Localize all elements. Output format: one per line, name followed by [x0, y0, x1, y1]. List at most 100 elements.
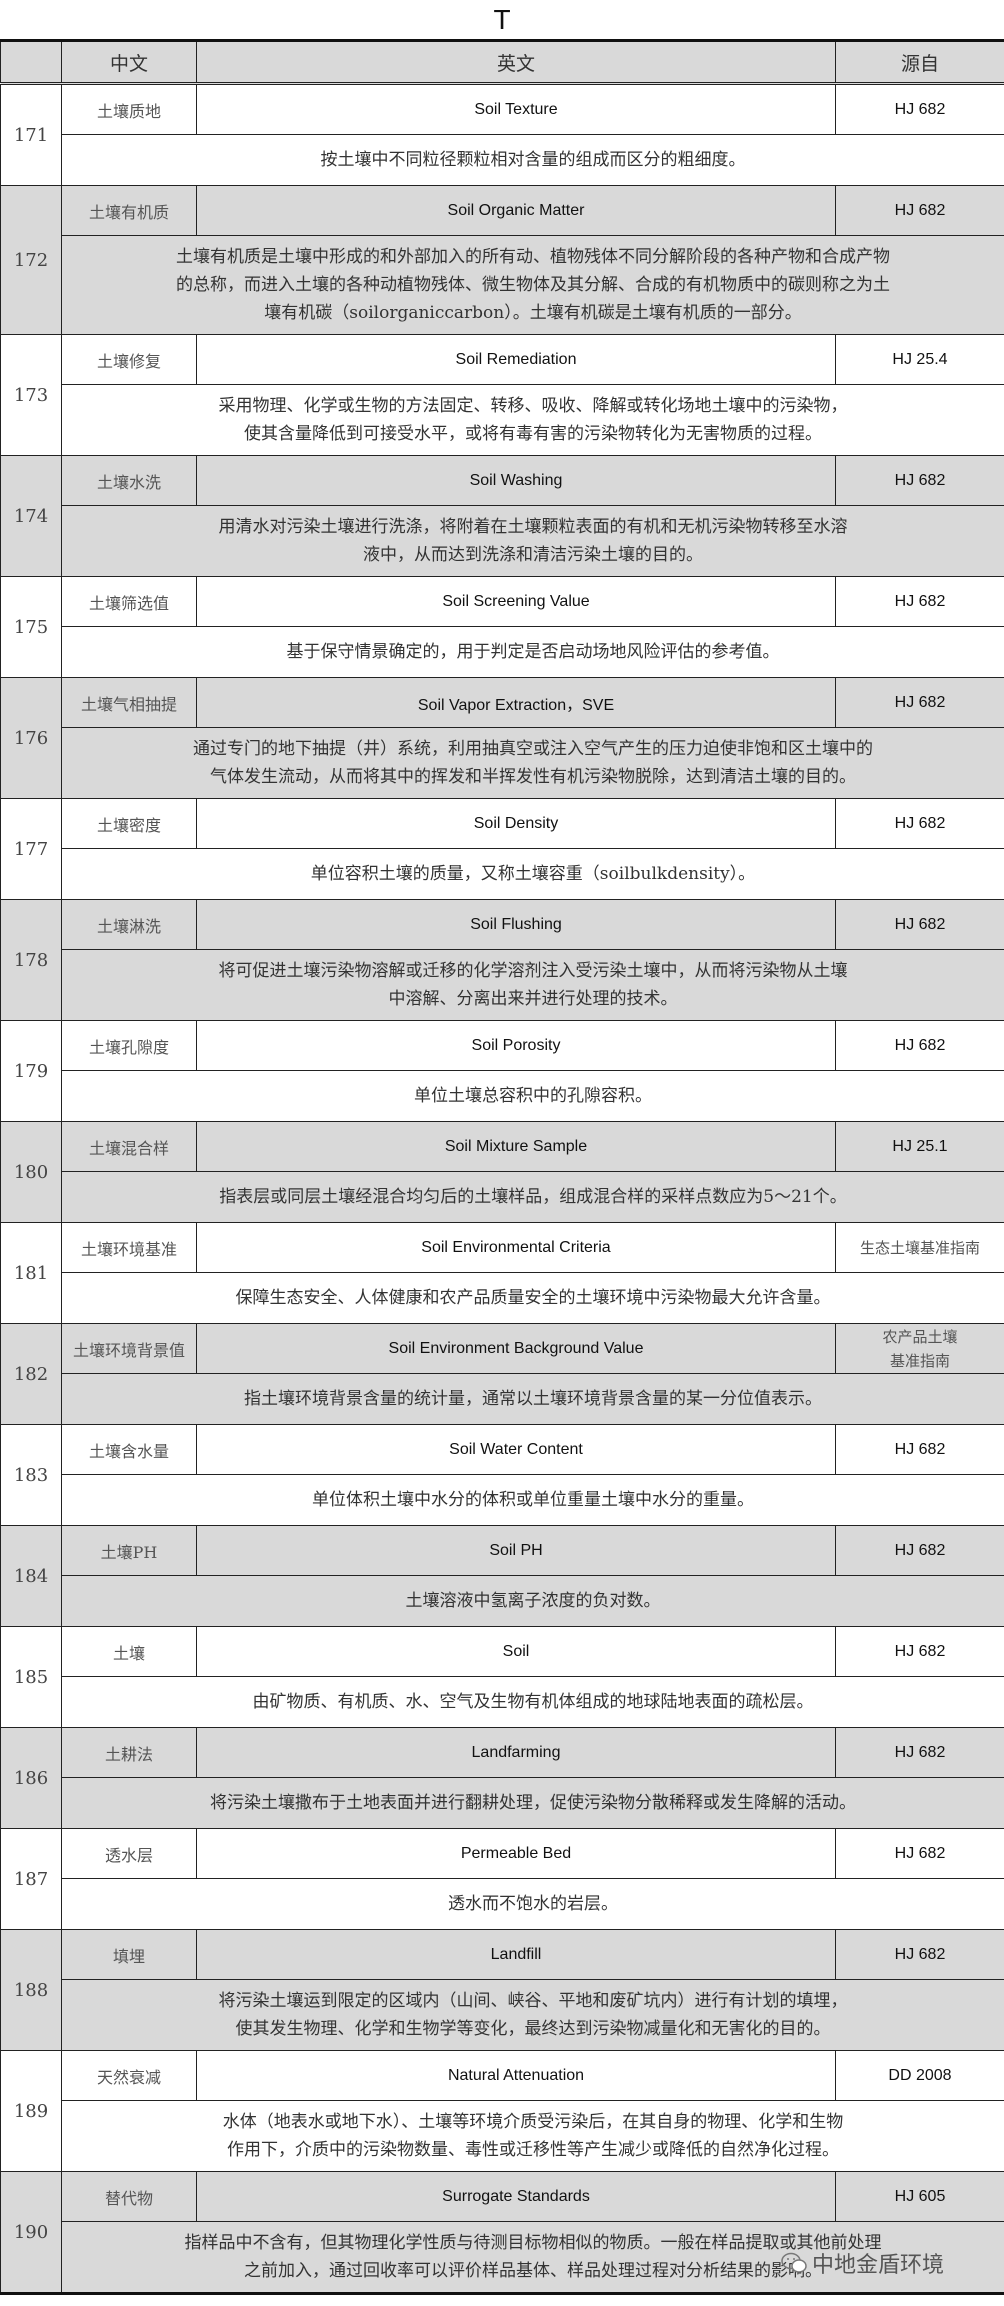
term-english: Surrogate Standards: [196, 2171, 836, 2222]
term-chinese: 土壤环境基准: [61, 1222, 197, 1273]
term-source: HJ 682: [835, 899, 1004, 950]
term-number: 176: [0, 677, 62, 799]
table-row: 187 透水层 Permeable Bed HJ 682: [0, 1828, 1004, 1930]
watermark-text: 中地金盾环境: [812, 2253, 945, 2278]
term-source: DD 2008: [835, 2050, 1004, 2101]
term-english: Soil Flushing: [196, 899, 836, 950]
definition-line: 用清水对污染土壤进行洗涤，将附着在土壤颗粒表面的有机和无机污染物转移至水溶: [218, 517, 848, 537]
term-definition: 指土壤环境背景含量的统计量，通常以土壤环境背景含量的某一分位值表示。: [61, 1373, 1004, 1425]
table-row: 186 土耕法 Landfarming HJ 682: [0, 1727, 1004, 1829]
definition-line: 壤有机碳（soilorganiccarbon）。土壤有机碳是土壤有机质的一部分。: [264, 303, 802, 323]
term-number: 178: [0, 899, 62, 1021]
table-row: 185 土壤 Soil HJ 682: [0, 1626, 1004, 1728]
term-chinese: 土壤气相抽提: [61, 677, 197, 728]
table-row: 180 土壤混合样 Soil Mixture Sample HJ 25.1: [0, 1121, 1004, 1223]
term-definition: 将污染土壤撒布于土地表面并进行翻耕处理，促使污染物分散稀释或发生降解的活动。: [61, 1777, 1004, 1829]
table-row: 175 土壤筛选值 Soil Screening Value HJ 682: [0, 576, 1004, 678]
term-english: Soil Washing: [196, 455, 836, 506]
table-row: 176 土壤气相抽提 Soil Vapor Extraction，SVE HJ 682: [0, 677, 1004, 799]
term-number: 184: [0, 1525, 62, 1627]
term-source: HJ 682: [835, 1525, 1004, 1576]
definition-line: 使其发生物理、化学和生物学等变化，最终达到污染物减量化和无害化的目的。: [235, 2019, 831, 2039]
term-definition: 土壤有机质是土壤中形成的和外部加入的所有动、植物残体不同分解阶段的各种产物和合成…: [61, 235, 1004, 335]
term-number: 182: [0, 1323, 62, 1425]
definition-row: 用清水对污染土壤进行洗涤，将附着在土壤颗粒表面的有机和无机污染物转移至水溶 液中，…: [1, 505, 1004, 577]
term-definition: 通过专门的地下抽提（井）系统，利用抽真空或注入空气产生的压力迫使非饱和区土壤中的…: [61, 727, 1004, 799]
header-chinese: 中文: [61, 40, 197, 85]
term-source: HJ 682: [835, 1424, 1004, 1475]
definition-row: 单位容积土壤的质量，又称土壤容重（soilbulkdensity）。: [1, 848, 1004, 900]
term-source: HJ 682: [835, 455, 1004, 506]
term-source: HJ 682: [835, 677, 1004, 728]
table-row: 178 土壤淋洗 Soil Flushing HJ 682: [0, 899, 1004, 1021]
term-definition: 水体（地表水或地下水）、土壤等环境介质受污染后，在其自身的物理、化学和生物 作用下…: [61, 2100, 1004, 2172]
term-number: 189: [0, 2050, 62, 2172]
definition-line: 通过专门的地下抽提（井）系统，利用抽真空或注入空气产生的压力迫使非饱和区土壤中的: [193, 739, 873, 759]
term-english: Soil Screening Value: [196, 576, 836, 627]
term-number: 180: [0, 1121, 62, 1223]
term-source: 农产品土壤 基准指南: [835, 1323, 1004, 1374]
definition-line: 将可促进土壤污染物溶解或迁移的化学溶剂注入受污染土壤中，从而将污染物从土壤: [218, 961, 848, 981]
term-english: Permeable Bed: [196, 1828, 836, 1879]
term-definition: 用清水对污染土壤进行洗涤，将附着在土壤颗粒表面的有机和无机污染物转移至水溶 液中，…: [61, 505, 1004, 577]
term-english: Soil Porosity: [196, 1020, 836, 1071]
term-definition: 单位容积土壤的质量，又称土壤容重（soilbulkdensity）。: [61, 848, 1004, 900]
definition-line: 气体发生流动，从而将其中的挥发和半挥发性有机污染物脱除，达到清洁土壤的目的。: [210, 767, 856, 787]
term-chinese: 替代物: [61, 2171, 197, 2222]
term-chinese: 土壤修复: [61, 334, 197, 385]
term-definition: 指样品中不含有，但其物理化学性质与待测目标物相似的物质。一般在样品提取或其他前处…: [61, 2221, 1004, 2294]
term-definition: 土壤溶液中氢离子浓度的负对数。: [61, 1575, 1004, 1627]
definition-row: 指表层或同层土壤经混合均匀后的土壤样品，组成混合样的采样点数应为5～21个。: [1, 1171, 1004, 1223]
definition-line: 按土壤中不同粒径颗粒相对含量的组成而区分的粗细度。: [320, 150, 746, 170]
definition-line: 液中，从而达到洗涤和清洁污染土壤的目的。: [363, 545, 703, 565]
term-definition: 基于保守情景确定的，用于判定是否启动场地风险评估的参考值。: [61, 626, 1004, 678]
term-number: 190: [0, 2171, 62, 2294]
definition-line: 之前加入，通过回收率可以评价样品基体、样品处理过程对分析结果的影响。: [244, 2261, 822, 2281]
definition-line: 保障生态安全、人体健康和农产品质量安全的土壤环境中污染物最大允许含量。: [235, 1288, 831, 1308]
table-row: 174 土壤水洗 Soil Washing HJ 682: [0, 455, 1004, 577]
definition-line: 水体（地表水或地下水）、土壤等环境介质受污染后，在其自身的物理、化学和生物: [222, 2112, 844, 2132]
definition-line: 透水而不饱水的岩层。: [448, 1894, 618, 1914]
definition-line: 采用物理、化学或生物的方法固定、转移、吸收、降解或转化场地土壤中的污染物，: [218, 396, 848, 416]
term-chinese: 土壤有机质: [61, 185, 197, 236]
term-english: Soil Vapor Extraction，SVE: [196, 677, 836, 728]
table-row: 177 土壤密度 Soil Density HJ 682: [0, 798, 1004, 900]
term-english: Landfarming: [196, 1727, 836, 1778]
definition-line: 指表层或同层土壤经混合均匀后的土壤样品，组成混合样的采样点数应为5～21个。: [219, 1187, 847, 1207]
definition-row: 土壤有机质是土壤中形成的和外部加入的所有动、植物残体不同分解阶段的各种产物和合成…: [1, 235, 1004, 335]
definition-row: 水体（地表水或地下水）、土壤等环境介质受污染后，在其自身的物理、化学和生物 作用下…: [1, 2100, 1004, 2172]
term-chinese: 填埋: [61, 1929, 197, 1980]
header-row: 中文 英文 源自: [0, 40, 1004, 85]
definition-line: 单位容积土壤的质量，又称土壤容重（soilbulkdensity）。: [310, 864, 756, 884]
term-chinese: 土壤淋洗: [61, 899, 197, 950]
watermark: 中地金盾环境: [780, 2247, 944, 2279]
definition-row: 透水而不饱水的岩层。: [1, 1878, 1004, 1930]
table-row: 188 填埋 Landfill HJ 682: [0, 1929, 1004, 2051]
table-row: 184 土壤PH Soil PH HJ 682: [0, 1525, 1004, 1627]
table-row: 179 土壤孔隙度 Soil Porosity HJ 682: [0, 1020, 1004, 1122]
definition-row: 按土壤中不同粒径颗粒相对含量的组成而区分的粗细度。: [1, 134, 1004, 186]
term-source: HJ 605: [835, 2171, 1004, 2222]
definition-line: 单位体积土壤中水分的体积或单位重量土壤中水分的重量。: [312, 1490, 754, 1510]
definition-line: 指土壤环境背景含量的统计量，通常以土壤环境背景含量的某一分位值表示。: [244, 1389, 822, 1409]
term-definition: 按土壤中不同粒径颗粒相对含量的组成而区分的粗细度。: [61, 134, 1004, 186]
definition-row: 采用物理、化学或生物的方法固定、转移、吸收、降解或转化场地土壤中的污染物， 使其含…: [1, 384, 1004, 456]
term-chinese: 土壤混合样: [61, 1121, 197, 1172]
section-letter: T: [493, 4, 511, 35]
term-chinese: 土壤: [61, 1626, 197, 1677]
term-definition: 单位土壤总容积中的孔隙容积。: [61, 1070, 1004, 1122]
definition-line: 土壤溶液中氢离子浓度的负对数。: [405, 1591, 661, 1611]
term-source: HJ 682: [835, 185, 1004, 236]
term-source: HJ 682: [835, 1929, 1004, 1980]
table-row: 190 替代物 Surrogate Standards HJ 605: [0, 2171, 1004, 2294]
definition-row: 单位土壤总容积中的孔隙容积。: [1, 1070, 1004, 1122]
term-chinese: 土壤质地: [61, 83, 197, 135]
term-chinese: 土壤环境背景值: [61, 1323, 197, 1374]
definition-row: 指样品中不含有，但其物理化学性质与待测目标物相似的物质。一般在样品提取或其他前处…: [1, 2221, 1004, 2294]
term-chinese: 土壤孔隙度: [61, 1020, 197, 1071]
definition-row: 将污染土壤运到限定的区域内（山间、峡谷、平地和废矿坑内）进行有计划的填埋， 使其发…: [1, 1979, 1004, 2051]
definition-row: 由矿物质、有机质、水、空气及生物有机体组成的地球陆地表面的疏松层。: [1, 1676, 1004, 1728]
term-source: HJ 682: [835, 83, 1004, 135]
table-row: 189 天然衰减 Natural Attenuation DD 2008: [0, 2050, 1004, 2172]
term-english: Soil Remediation: [196, 334, 836, 385]
